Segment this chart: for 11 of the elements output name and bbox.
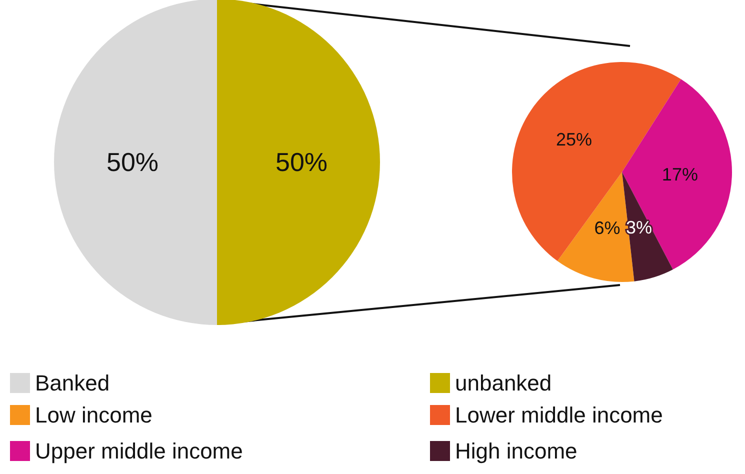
data-label: 6% xyxy=(594,218,620,238)
legend-label: unbanked xyxy=(455,370,552,396)
data-label: 50% xyxy=(275,147,328,177)
legend-label: Low income xyxy=(35,402,152,428)
data-label: 17% xyxy=(662,164,698,184)
legend-label: High income xyxy=(455,438,578,464)
legend-label: Lower middle income xyxy=(455,402,663,428)
data-label: 50% xyxy=(106,147,159,177)
legend-label: Banked xyxy=(35,370,110,396)
legend-label: Upper middle income xyxy=(35,438,243,464)
data-label: 25% xyxy=(556,129,592,150)
